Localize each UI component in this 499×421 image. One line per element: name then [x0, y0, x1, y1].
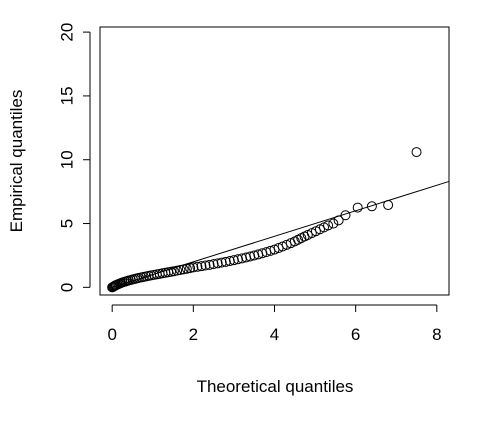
- data-point: [208, 259, 219, 270]
- y-tick-label: 15: [57, 86, 76, 105]
- data-point: [188, 262, 199, 273]
- data-point: [224, 256, 235, 267]
- data-point: [178, 264, 189, 275]
- data-point: [172, 265, 183, 276]
- data-point: [245, 251, 256, 262]
- data-point: [232, 254, 243, 265]
- x-tick-label: 0: [107, 325, 116, 344]
- data-point: [204, 259, 215, 270]
- data-point: [333, 215, 344, 226]
- data-point: [212, 258, 223, 269]
- data-point: [328, 218, 339, 229]
- points-layer: [107, 147, 422, 293]
- data-point: [237, 253, 248, 264]
- x-tick-label: 2: [189, 325, 198, 344]
- data-point: [168, 266, 179, 277]
- x-tick-label: 6: [351, 325, 360, 344]
- data-point: [340, 210, 351, 221]
- reference-line-layer: [112, 180, 450, 288]
- y-axis: 0 5 10 15 20: [57, 23, 91, 292]
- data-point: [175, 264, 186, 275]
- data-point: [383, 200, 394, 211]
- x-tick-label: 8: [432, 325, 441, 344]
- data-point: [200, 260, 211, 271]
- x-tick-label: 4: [270, 325, 279, 344]
- data-point: [366, 201, 377, 212]
- plot-box: [99, 26, 450, 296]
- y-tick-label: 10: [57, 150, 76, 169]
- data-point: [241, 252, 252, 263]
- data-point: [228, 255, 239, 266]
- reference-line: [112, 180, 450, 288]
- data-point: [411, 147, 422, 158]
- data-point: [192, 261, 203, 272]
- data-point: [181, 263, 192, 274]
- y-tick-label: 20: [57, 23, 76, 42]
- y-axis-label: Empirical quantiles: [7, 90, 26, 233]
- data-point: [216, 257, 227, 268]
- data-point: [185, 263, 196, 274]
- data-point: [352, 202, 363, 213]
- data-point: [220, 256, 231, 267]
- x-axis: 0 2 4 6 8: [107, 304, 442, 344]
- x-axis-label: Theoretical quantiles: [197, 377, 354, 396]
- y-tick-label: 5: [57, 219, 76, 228]
- y-tick-label: 0: [57, 283, 76, 292]
- data-point: [196, 261, 207, 272]
- data-point: [323, 220, 334, 231]
